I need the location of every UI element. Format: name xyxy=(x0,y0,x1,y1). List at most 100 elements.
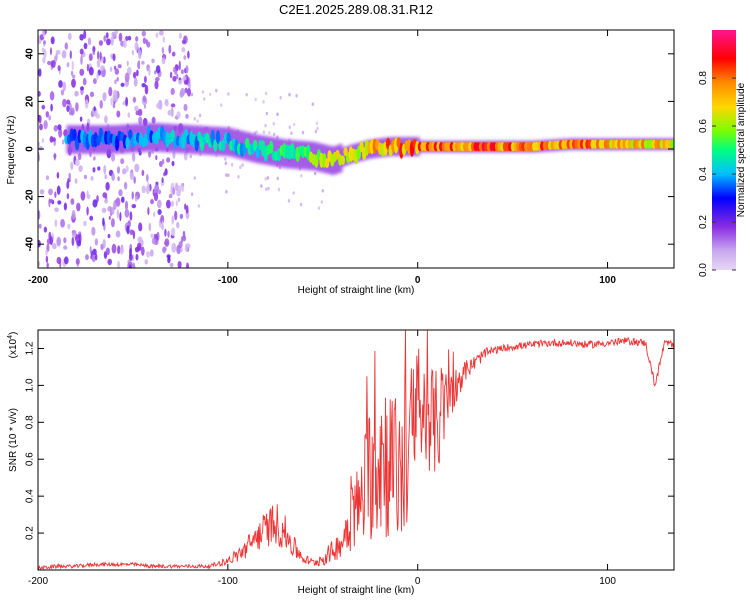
speckle-cell xyxy=(166,157,171,163)
noise-speckle xyxy=(38,30,324,268)
speckle-cell xyxy=(111,172,115,182)
speckle-cell xyxy=(172,75,177,82)
speckle-cell xyxy=(268,130,271,135)
speckle-cell xyxy=(70,70,74,76)
speckle-cell xyxy=(154,70,157,75)
speckle-cell xyxy=(108,86,113,97)
speckle-cell xyxy=(300,174,303,178)
y-tick-label: 0.2 xyxy=(25,526,36,540)
ridge-cell xyxy=(340,155,346,165)
speckle-cell xyxy=(148,67,151,76)
speckle-cell xyxy=(131,49,134,56)
speckle-cell xyxy=(151,237,156,245)
speckle-cell xyxy=(136,69,139,77)
speckle-cell xyxy=(41,138,44,143)
speckle-cell xyxy=(117,64,122,69)
speckle-cell xyxy=(88,66,94,76)
speckle-cell xyxy=(111,31,117,37)
speckle-cell xyxy=(67,223,71,230)
speckle-cell xyxy=(79,48,84,55)
speckle-cell xyxy=(292,191,295,195)
speckle-cell xyxy=(112,102,116,109)
speckle-cell xyxy=(38,146,43,151)
speckle-cell xyxy=(180,88,186,97)
speckle-cell xyxy=(155,32,159,38)
speckle-cell xyxy=(60,89,64,96)
snr-panel: -200 -100 0 100 0.2 0.4 0.6 0.8 1.0 1.2 Height o… xyxy=(7,329,675,596)
speckle-cell xyxy=(273,132,276,137)
speckle-cell xyxy=(123,38,127,49)
x-tick-label: -100 xyxy=(218,576,238,587)
speckle-cell xyxy=(295,94,298,98)
snr-y-multiplier-close: ) xyxy=(8,332,19,335)
speckle-cell xyxy=(187,50,190,59)
speckle-cell xyxy=(265,111,269,116)
speckle-cell xyxy=(171,160,175,167)
speckle-cell xyxy=(105,182,110,191)
speckle-cell xyxy=(42,30,45,38)
speckle-cell xyxy=(43,120,48,130)
ridge-cell xyxy=(213,139,218,152)
speckle-cell xyxy=(96,71,99,81)
speckle-cell xyxy=(134,42,139,51)
ridge-band xyxy=(64,122,674,175)
speckle-cell xyxy=(265,187,268,191)
speckle-cell xyxy=(168,194,173,199)
ridge-cell xyxy=(125,136,130,149)
speckle-cell xyxy=(154,184,160,193)
speckle-cell xyxy=(71,236,75,246)
snr-frame xyxy=(37,329,675,571)
speckle-cell xyxy=(103,165,107,175)
speckle-cell xyxy=(225,173,228,177)
speckle-cell xyxy=(71,78,76,88)
speckle-cell xyxy=(53,125,58,132)
speckle-cell xyxy=(141,30,146,37)
speckle-cell xyxy=(142,37,146,44)
speckle-cell xyxy=(168,44,172,54)
speckle-cell xyxy=(57,200,62,205)
speckle-cell xyxy=(180,247,183,253)
speckle-cell xyxy=(54,191,57,198)
speckle-cell xyxy=(161,57,166,65)
x-tick-label: 0 xyxy=(415,275,421,286)
speckle-cell xyxy=(264,123,267,128)
spectrogram-y-axis-label: Frequency (Hz) xyxy=(6,116,17,185)
speckle-cell xyxy=(198,113,202,118)
speckle-cell xyxy=(155,65,161,74)
speckle-cell xyxy=(311,102,314,106)
speckle-cell xyxy=(74,178,78,184)
speckle-cell xyxy=(175,184,179,192)
speckle-cell xyxy=(107,233,111,239)
speckle-cell xyxy=(41,47,45,53)
colorbar-gradient xyxy=(712,30,736,270)
speckle-cell xyxy=(91,226,96,236)
speckle-cell xyxy=(49,91,55,101)
speckle-cell xyxy=(160,180,165,187)
speckle-cell xyxy=(158,30,164,36)
speckle-cell xyxy=(196,119,199,123)
speckle-cell xyxy=(177,261,182,268)
speckle-cell xyxy=(110,218,115,228)
snr-y-multiplier-base: (x10 xyxy=(8,338,19,358)
speckle-cell xyxy=(224,157,227,161)
ridge-cell xyxy=(245,137,250,149)
x-tick-label: -200 xyxy=(28,275,48,286)
speckle-cell xyxy=(184,87,188,94)
speckle-cell xyxy=(220,103,223,107)
speckle-cell xyxy=(102,217,105,227)
speckle-cell xyxy=(290,131,293,135)
speckle-cell xyxy=(86,63,89,72)
speckle-cell xyxy=(122,168,127,175)
speckle-cell xyxy=(54,219,58,227)
speckle-cell xyxy=(48,115,52,121)
speckle-cell xyxy=(185,114,189,119)
speckle-cell xyxy=(75,102,79,112)
speckle-cell xyxy=(89,215,94,221)
x-tick-label: -100 xyxy=(218,275,238,286)
speckle-cell xyxy=(83,220,87,227)
speckle-cell xyxy=(107,206,113,212)
speckle-cell xyxy=(114,68,120,75)
speckle-cell xyxy=(177,197,181,202)
speckle-cell xyxy=(277,187,281,192)
speckle-cell xyxy=(316,126,319,131)
